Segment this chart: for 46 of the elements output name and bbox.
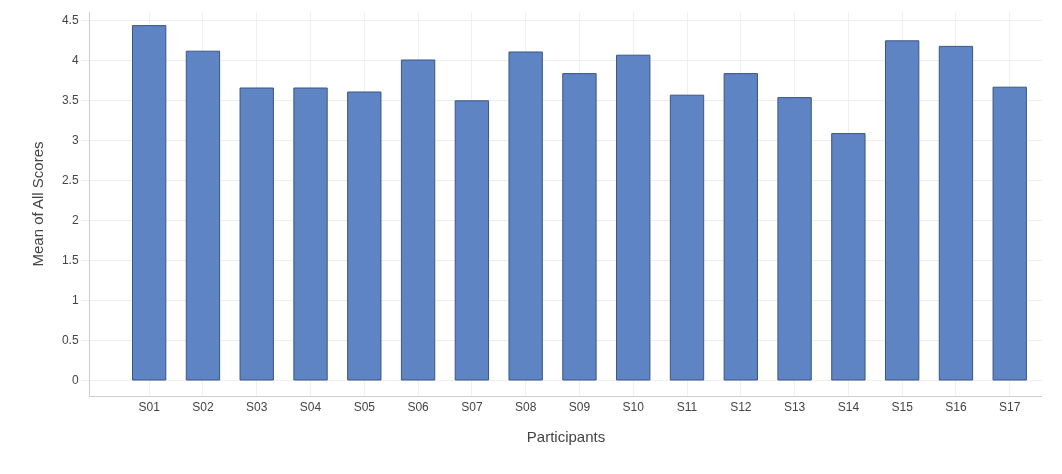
x-tick-label: S07 <box>461 400 483 415</box>
x-tick-label: S01 <box>138 400 161 415</box>
y-tick-label: 2.5 <box>61 173 79 188</box>
bar <box>239 87 274 381</box>
x-tick-label: S08 <box>514 400 537 415</box>
y-tick-label: 1 <box>71 293 79 308</box>
bar <box>831 133 866 381</box>
bar <box>454 100 490 381</box>
x-tick-label: S13 <box>783 400 806 415</box>
bar <box>508 51 543 381</box>
x-tick-label: S14 <box>837 400 860 415</box>
x-tick-label: S02 <box>192 400 214 415</box>
x-tick-label: S04 <box>299 400 322 415</box>
x-tick-label: S11 <box>676 400 698 415</box>
y-tick-label: 0 <box>71 373 79 388</box>
x-axis-title: Participants <box>526 428 606 446</box>
y-tick-label: 0.5 <box>61 333 79 348</box>
bar <box>562 73 597 381</box>
bar <box>293 87 328 381</box>
x-tick-label: S12 <box>730 400 752 415</box>
bar <box>185 50 221 381</box>
x-tick-label: S16 <box>945 400 967 415</box>
bar <box>884 40 920 381</box>
y-tick-label: 3 <box>71 133 79 148</box>
x-tick-label: S03 <box>246 400 268 415</box>
x-tick-label: S17 <box>999 400 1021 415</box>
bar <box>938 45 974 381</box>
y-tick-label: 3.5 <box>61 93 79 108</box>
bar <box>669 94 705 381</box>
bar <box>777 97 812 381</box>
bar <box>347 91 382 381</box>
x-tick-label: S09 <box>568 400 591 415</box>
x-tick-label: S15 <box>891 400 914 415</box>
y-tick-label: 4 <box>71 53 79 68</box>
bar <box>723 73 758 381</box>
bar <box>131 25 167 381</box>
x-tick-label: S06 <box>407 400 430 415</box>
y-tick-label: 1.5 <box>61 253 79 268</box>
bar <box>616 54 651 381</box>
bar <box>992 86 1027 381</box>
x-tick-label: S05 <box>353 400 376 415</box>
x-tick-label: S10 <box>622 400 645 415</box>
y-tick-label: 4.5 <box>61 13 79 28</box>
y-tick-label: 2 <box>71 213 79 228</box>
y-axis-title: Mean of All Scores <box>29 141 47 267</box>
bar <box>400 59 436 381</box>
